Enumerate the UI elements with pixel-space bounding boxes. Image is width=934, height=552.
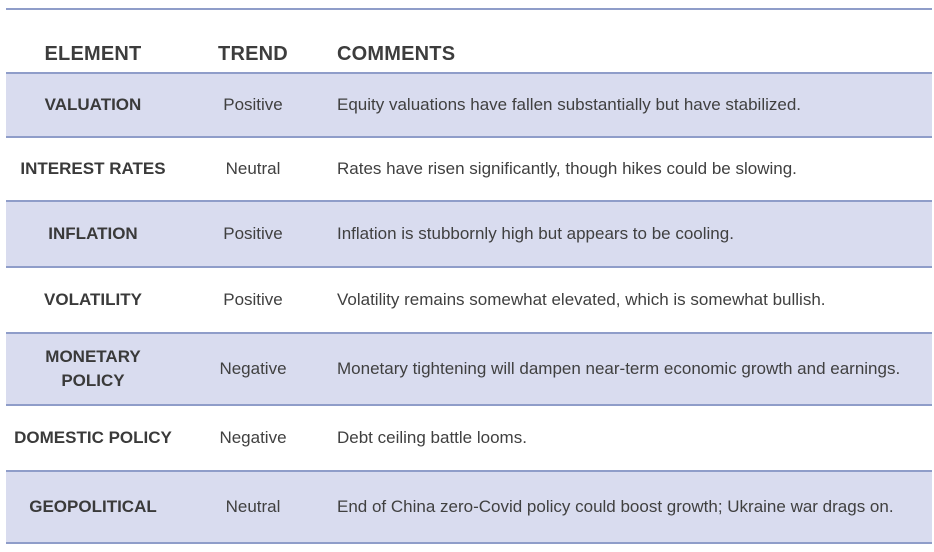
element-cell: INFLATION: [48, 224, 138, 243]
trend-cell: Neutral: [225, 497, 281, 516]
table-row: VOLATILITY Positive Volatility remains s…: [6, 268, 932, 334]
element-cell: GEOPOLITICAL: [29, 497, 157, 516]
header-trend: TREND: [218, 42, 288, 65]
table-row: INTEREST RATES Neutral Rates have risen …: [6, 138, 932, 202]
comment-cell: Debt ceiling battle looms.: [337, 428, 527, 447]
table-row: GEOPOLITICAL Neutral End of China zero-C…: [6, 472, 932, 544]
top-rule: [6, 8, 932, 10]
trend-cell: Negative: [219, 359, 287, 378]
trend-cell: Positive: [223, 224, 283, 243]
table-header-row: ELEMENT TREND COMMENTS: [6, 36, 932, 74]
trend-cell: Positive: [223, 290, 283, 309]
outlook-table: ELEMENT TREND COMMENTS VALUATION Positiv…: [6, 36, 932, 544]
comment-cell: Rates have risen significantly, though h…: [337, 159, 797, 178]
trend-cell: Negative: [219, 428, 287, 447]
trend-cell: Positive: [223, 95, 283, 114]
element-cell: VALUATION: [44, 95, 142, 114]
comment-cell: Monetary tightening will dampen near-ter…: [337, 359, 901, 378]
table-row: INFLATION Positive Inflation is stubborn…: [6, 202, 932, 268]
header-element: ELEMENT: [44, 42, 142, 65]
element-cell: DOMESTIC POLICY: [14, 428, 172, 447]
trend-cell: Neutral: [225, 159, 281, 178]
comment-cell: Equity valuations have fallen substantia…: [337, 95, 802, 114]
table-row: MONETARY POLICY Negative Monetary tighte…: [6, 334, 932, 406]
comment-cell: Volatility remains somewhat elevated, wh…: [337, 290, 826, 309]
header-comments: COMMENTS: [337, 42, 456, 65]
table-row: DOMESTIC POLICY Negative Debt ceiling ba…: [6, 406, 932, 472]
element-cell: INTEREST RATES: [20, 159, 166, 178]
element-cell: VOLATILITY: [44, 290, 142, 309]
comment-cell: Inflation is stubbornly high but appears…: [337, 224, 734, 243]
table-row: VALUATION Positive Equity valuations hav…: [6, 74, 932, 138]
element-cell: MONETARY POLICY: [45, 347, 141, 390]
comment-cell: End of China zero-Covid policy could boo…: [337, 497, 894, 516]
